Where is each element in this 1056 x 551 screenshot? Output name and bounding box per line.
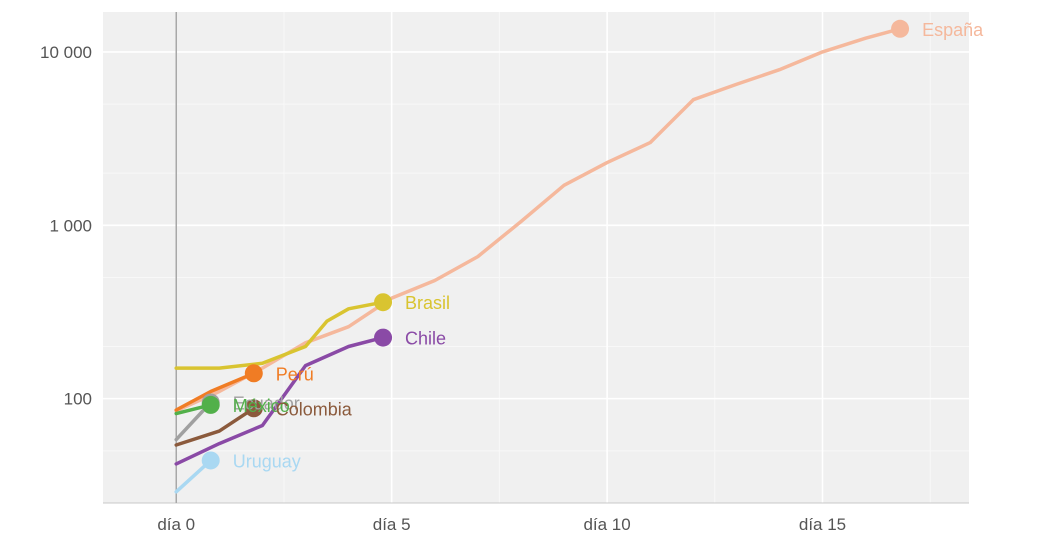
series-line-colombia <box>174 406 256 447</box>
series-end-marker-mexico <box>201 395 220 414</box>
series-label-brasil: Brasil <box>405 293 450 313</box>
y-tick-label: 10 000 <box>40 43 92 62</box>
series-markers <box>201 19 910 470</box>
series-end-marker-colombia <box>244 399 263 418</box>
series-line-brasil <box>174 300 385 370</box>
y-tick-label: 100 <box>64 390 92 409</box>
series-label-ecuador: Ecuador <box>233 393 300 413</box>
series-end-marker-chile <box>374 328 393 347</box>
x-tick-label: día 5 <box>373 515 411 534</box>
series-end-marker-brasil <box>374 293 393 312</box>
series-line-espana <box>174 27 902 413</box>
series-label-espana: España <box>922 20 984 40</box>
y-axis-ticks: 100 1 000 10 000 <box>40 43 92 409</box>
series-end-marker-espana <box>891 19 910 38</box>
y-tick-label: 1 000 <box>49 216 92 235</box>
series-line-chile <box>174 335 385 466</box>
series-line-peru <box>174 371 256 412</box>
grid <box>103 12 969 503</box>
series-label-colombia: Colombia <box>276 399 353 419</box>
x-tick-label: día 0 <box>157 515 195 534</box>
x-tick-label: día 15 <box>799 515 846 534</box>
series-end-marker-peru <box>244 364 263 383</box>
series-label-mexico: México <box>233 396 290 416</box>
x-axis-ticks: día 0 día 5 día 10 día 15 <box>157 515 846 534</box>
series-label-uruguay: Uruguay <box>233 451 301 471</box>
plot-background <box>103 12 969 503</box>
series-label-peru: Perú <box>276 364 314 384</box>
series-label-chile: Chile <box>405 329 446 349</box>
series-end-marker-uruguay <box>201 451 220 470</box>
series-labels: España Brasil Chile Perú EcuadorMéxicoColomb… <box>233 20 984 472</box>
x-tick-label: día 10 <box>583 515 630 534</box>
